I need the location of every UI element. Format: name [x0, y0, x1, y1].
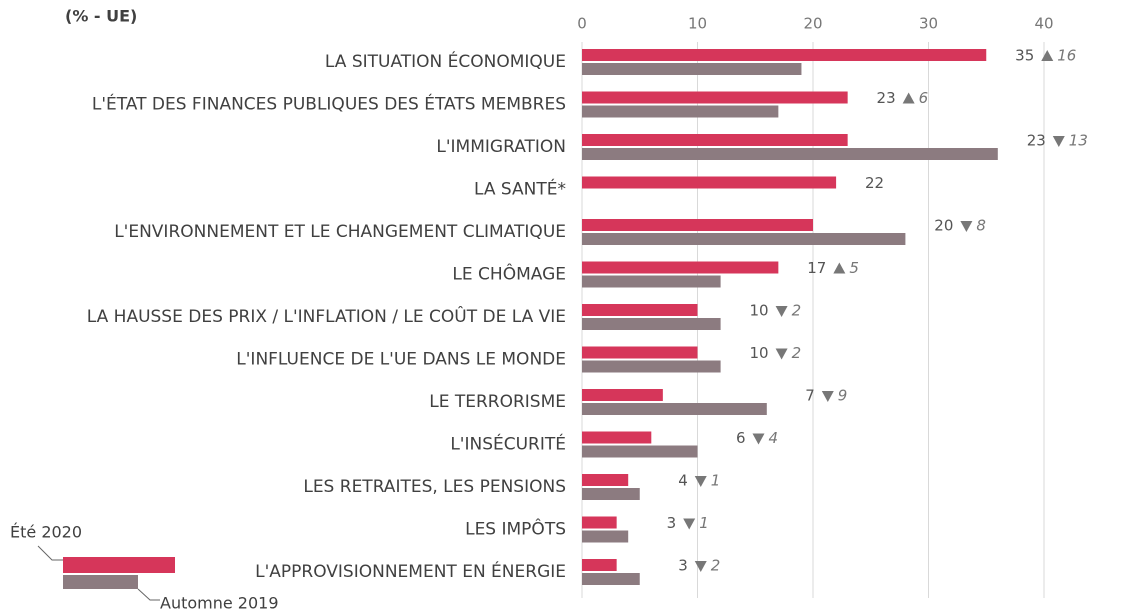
x-tick-label: 0 [577, 15, 587, 33]
change-label: 2 [711, 557, 721, 575]
change-label: 4 [769, 429, 779, 447]
x-tick-label: 20 [803, 15, 822, 33]
bar [582, 516, 617, 529]
change-label: 2 [792, 302, 802, 320]
value-label: 23 [1027, 132, 1046, 150]
trend-arrow [1052, 136, 1065, 147]
bar [582, 134, 848, 146]
bar [582, 431, 652, 444]
change-label: 8 [976, 217, 986, 235]
change-label: 2 [792, 344, 802, 362]
value-label: 22 [865, 174, 884, 192]
x-tick-label: 30 [919, 15, 938, 33]
bar [582, 261, 779, 274]
bar [582, 445, 698, 458]
bar [582, 275, 721, 288]
bar [582, 346, 698, 359]
trend-arrow [775, 306, 788, 317]
legend-leader [137, 588, 160, 601]
bar [582, 559, 617, 571]
category-label: L'INSÉCURITÉ [450, 433, 566, 455]
bar [582, 474, 629, 486]
subtitle: (% - UE) [65, 7, 137, 26]
bar [582, 530, 629, 543]
x-tick-label: 40 [1034, 15, 1053, 33]
bar [582, 573, 640, 585]
category-label: LE CHÔMAGE [452, 263, 566, 285]
category-label: L'IMMIGRATION [436, 137, 566, 157]
value-label: 23 [877, 89, 896, 107]
value-label: 3 [678, 557, 688, 575]
category-label: LA SITUATION ÉCONOMIQUE [325, 50, 566, 72]
bar [582, 148, 998, 160]
value-label: 7 [805, 387, 815, 405]
trend-arrow [833, 262, 846, 274]
bar [582, 488, 640, 500]
value-label: 6 [736, 429, 746, 447]
bar [582, 176, 837, 189]
bar [582, 304, 698, 316]
legend-leader [37, 545, 63, 561]
trend-arrow [694, 476, 707, 487]
category-label: L'ENVIRONNEMENT ET LE CHANGEMENT CLIMATI… [114, 222, 566, 242]
change-label: 13 [1069, 132, 1088, 150]
change-label: 1 [711, 472, 721, 490]
legend-label: Automne 2019 [160, 594, 279, 613]
trend-arrow [1041, 50, 1054, 61]
legend-swatch [63, 557, 175, 573]
x-tick-label: 10 [688, 15, 707, 33]
trend-arrow [694, 561, 707, 572]
change-label: 5 [849, 259, 859, 277]
value-label: 17 [807, 259, 826, 277]
bar [582, 91, 848, 104]
bar [582, 318, 721, 330]
category-label: L'APPROVISIONNEMENT EN ÉNERGIE [255, 560, 566, 582]
legend-label: Été 2020 [10, 523, 82, 542]
legend-swatch [63, 575, 138, 589]
bar [582, 63, 802, 75]
value-label: 20 [934, 217, 953, 235]
bar [582, 403, 767, 415]
bar [582, 219, 813, 231]
category-label: LES RETRAITES, LES PENSIONS [303, 477, 566, 497]
category-label: L'INFLUENCE DE L'UE DANS LE MONDE [236, 350, 566, 370]
change-label: 16 [1057, 47, 1076, 65]
change-label: 1 [699, 514, 709, 532]
trend-arrow [902, 92, 915, 104]
trend-arrow [775, 348, 788, 360]
change-label: 6 [919, 89, 929, 107]
value-label: 35 [1015, 47, 1034, 65]
value-label: 3 [667, 514, 677, 532]
category-label: LA HAUSSE DES PRIX / L'INFLATION / LE CO… [87, 305, 566, 327]
bar [582, 360, 721, 373]
trend-arrow [821, 391, 834, 402]
change-label: 9 [838, 387, 848, 405]
category-label: LES IMPÔTS [465, 518, 566, 540]
bar [582, 105, 779, 118]
bar [582, 233, 906, 245]
value-label: 10 [750, 344, 769, 362]
category-label: L'ÉTAT DES FINANCES PUBLIQUES DES ÉTATS … [92, 93, 566, 115]
trend-arrow [960, 221, 973, 232]
category-label: LA SANTÉ* [474, 178, 566, 200]
value-label: 10 [750, 302, 769, 320]
value-label: 4 [678, 472, 688, 490]
category-label: LE TERRORISME [429, 392, 566, 412]
trend-arrow [752, 433, 765, 445]
trend-arrow [683, 518, 696, 530]
bar [582, 389, 663, 401]
bar [582, 49, 987, 61]
